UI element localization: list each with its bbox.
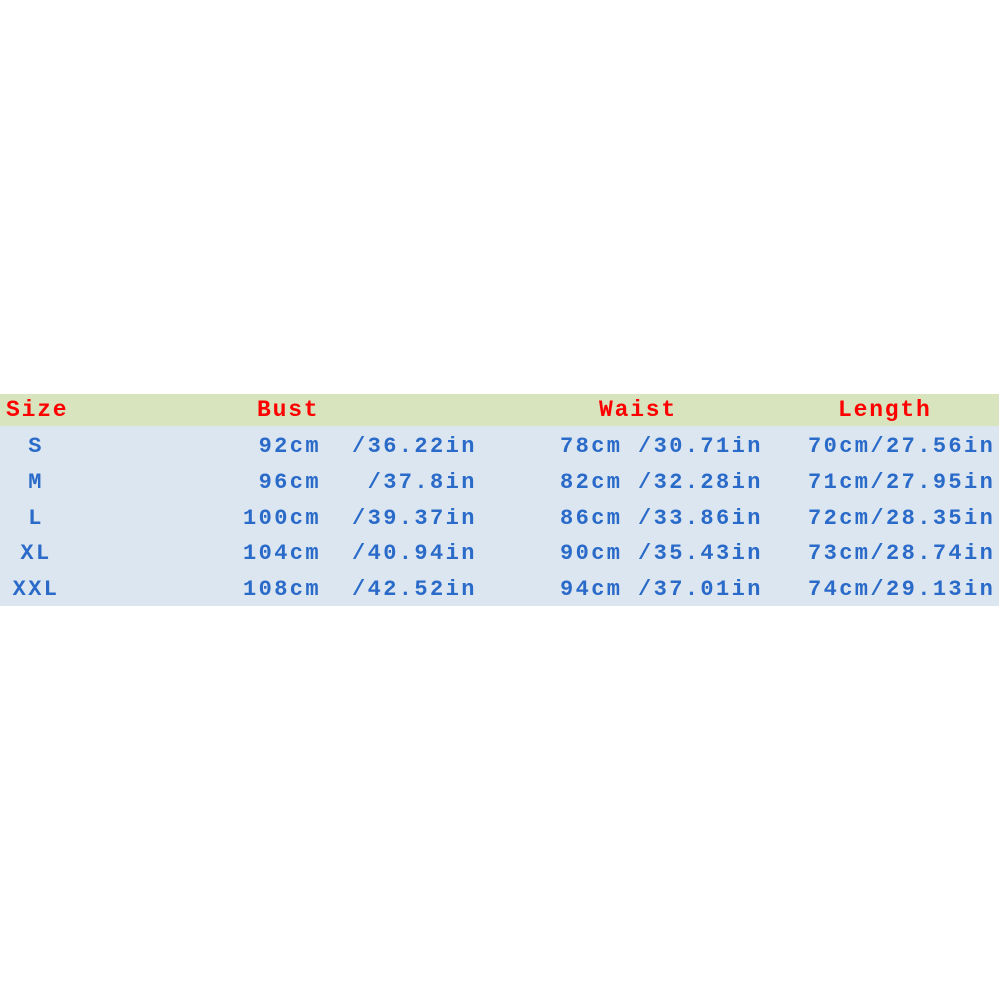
cell-bust-cm: 96cm: [258, 470, 321, 495]
cell-bust-in: /39.37in: [352, 506, 477, 531]
table-row: S 92cm /36.22in 78cm /30.71in 70cm/27.56…: [0, 429, 999, 465]
header-length: Length: [838, 397, 932, 423]
cell-bust-in: /36.22in: [352, 434, 477, 459]
cell-size: XL: [20, 541, 52, 566]
cell-bust-in: /37.8in: [352, 470, 477, 495]
header-size: Size: [6, 397, 69, 423]
header-bust: Bust: [257, 397, 320, 423]
cell-waist: 78cm /30.71in: [560, 434, 763, 459]
cell-waist: 94cm /37.01in: [560, 577, 763, 602]
cell-waist: 82cm /32.28in: [560, 470, 763, 495]
cell-bust-in: /42.52in: [352, 577, 477, 602]
table-row: L 100cm /39.37in 86cm /33.86in 72cm/28.3…: [0, 501, 999, 537]
table-row: M 96cm /37.8in 82cm /32.28in 71cm/27.95i…: [0, 465, 999, 501]
cell-length: 70cm/27.56in: [808, 434, 996, 459]
table-body: S 92cm /36.22in 78cm /30.71in 70cm/27.56…: [0, 426, 999, 606]
cell-bust-cm: 108cm: [242, 577, 321, 602]
cell-waist: 90cm /35.43in: [560, 541, 763, 566]
table-row: XL 104cm /40.94in 90cm /35.43in 73cm/28.…: [0, 536, 999, 572]
cell-length: 71cm/27.95in: [808, 470, 996, 495]
cell-size: M: [28, 470, 44, 495]
cell-bust-cm: 92cm: [258, 434, 321, 459]
cell-bust-cm: 100cm: [242, 506, 321, 531]
table-header: Size Bust Waist Length: [0, 394, 999, 426]
header-waist: Waist: [599, 397, 678, 423]
cell-bust-in: /40.94in: [352, 541, 477, 566]
table-row: XXL 108cm /42.52in 94cm /37.01in 74cm/29…: [0, 572, 999, 608]
cell-bust-cm: 104cm: [242, 541, 321, 566]
cell-size: S: [28, 434, 44, 459]
cell-size: L: [28, 506, 44, 531]
cell-size: XXL: [12, 577, 60, 602]
cell-length: 74cm/29.13in: [808, 577, 996, 602]
cell-waist: 86cm /33.86in: [560, 506, 763, 531]
cell-length: 72cm/28.35in: [808, 506, 996, 531]
cell-length: 73cm/28.74in: [808, 541, 996, 566]
